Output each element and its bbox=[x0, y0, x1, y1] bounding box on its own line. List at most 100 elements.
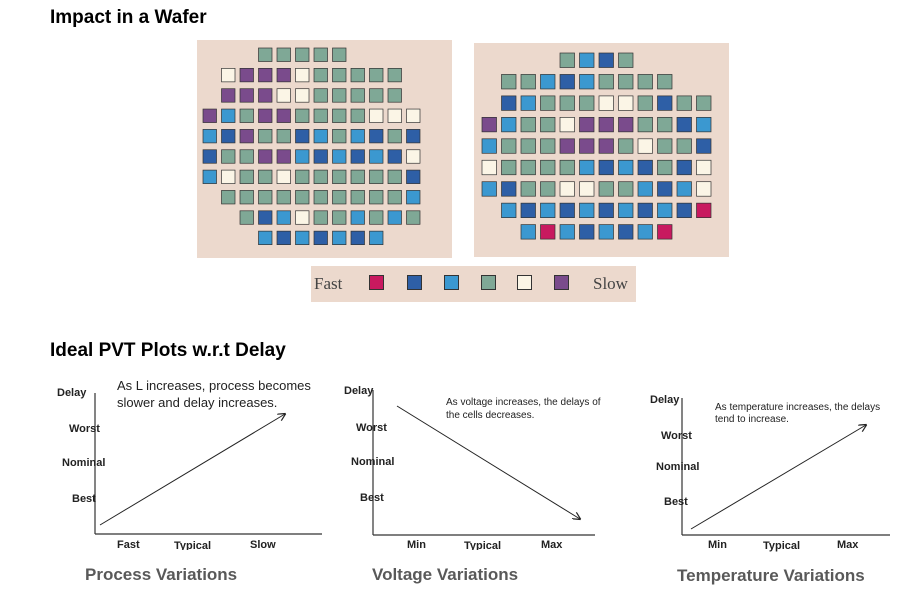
wafer-die bbox=[239, 169, 254, 184]
wafer-die bbox=[350, 169, 365, 184]
wafer-die bbox=[657, 95, 673, 111]
wafer-die bbox=[239, 129, 254, 144]
temperature-x-label-typical: Typical bbox=[763, 540, 800, 552]
wafer-die bbox=[637, 181, 653, 197]
wafer-die bbox=[276, 88, 291, 103]
wafer-die bbox=[540, 224, 556, 240]
wafer-die bbox=[350, 149, 365, 164]
wafer-die bbox=[637, 116, 653, 133]
wafer-die bbox=[258, 190, 273, 205]
wafer-die bbox=[313, 190, 328, 205]
wafer-die bbox=[313, 169, 328, 184]
wafer-die bbox=[520, 138, 536, 154]
wafer-die bbox=[598, 95, 614, 111]
wafer-die bbox=[258, 230, 273, 245]
wafer-die bbox=[559, 52, 575, 68]
wafer-die bbox=[559, 95, 575, 111]
wafer-die bbox=[501, 159, 517, 176]
wafer-die bbox=[520, 74, 536, 90]
legend-slow-label: Slow bbox=[593, 274, 628, 293]
wafer-die bbox=[618, 116, 634, 133]
wafer-left-graphic bbox=[202, 47, 421, 245]
voltage-plot: Delay Worst Nominal Best Min Typical Max bbox=[344, 385, 595, 550]
wafer-die bbox=[295, 108, 310, 123]
wafer-die bbox=[332, 108, 347, 123]
wafer-die bbox=[579, 181, 595, 197]
wafer-die bbox=[618, 224, 634, 240]
wafer-die bbox=[369, 190, 384, 205]
wafer-die bbox=[598, 116, 614, 133]
wafer-map-left bbox=[197, 40, 452, 258]
wafer-die bbox=[520, 116, 536, 133]
legend-swatch-5 bbox=[517, 275, 532, 290]
wafer-die bbox=[313, 108, 328, 123]
wafer-die bbox=[221, 68, 236, 83]
wafer-die bbox=[313, 149, 328, 164]
wafer-die bbox=[696, 116, 712, 133]
wafer-die bbox=[598, 181, 614, 197]
wafer-die bbox=[332, 210, 347, 225]
wafer-die bbox=[239, 210, 254, 225]
wafer-die bbox=[481, 181, 497, 197]
wafer-die bbox=[618, 181, 634, 197]
wafer-die bbox=[350, 230, 365, 245]
wafer-die bbox=[657, 224, 673, 240]
voltage-trend-arrow bbox=[396, 405, 580, 519]
temperature-plot: Delay Worst Nominal Best Min Typical Max bbox=[650, 394, 890, 552]
wafer-die bbox=[239, 108, 254, 123]
wafer-die bbox=[387, 149, 402, 164]
wafer-die bbox=[332, 190, 347, 205]
wafer-die bbox=[295, 230, 310, 245]
wafer-die bbox=[559, 116, 575, 133]
wafer-die bbox=[239, 149, 254, 164]
wafer-die bbox=[350, 210, 365, 225]
wafer-die bbox=[332, 149, 347, 164]
wafer-die bbox=[258, 47, 273, 62]
process-y-label-worst: Worst bbox=[69, 423, 100, 435]
wafer-die bbox=[618, 159, 634, 176]
legend-swatch-1 bbox=[369, 275, 384, 290]
voltage-x-label-min: Min bbox=[407, 539, 426, 550]
wafer-die bbox=[579, 52, 595, 68]
wafer-die bbox=[696, 95, 712, 111]
temperature-x-label-min: Min bbox=[708, 539, 727, 551]
wafer-die bbox=[598, 138, 614, 154]
temperature-y-label-nominal: Nominal bbox=[656, 461, 699, 473]
section-title-wafer: Impact in a Wafer bbox=[50, 7, 207, 28]
wafer-die bbox=[501, 138, 517, 154]
wafer-die bbox=[657, 202, 673, 218]
wafer-die bbox=[618, 202, 634, 218]
wafer-die bbox=[332, 47, 347, 62]
wafer-die bbox=[637, 138, 653, 154]
wafer-die bbox=[696, 181, 712, 197]
wafer-die bbox=[221, 108, 236, 123]
temperature-y-label-worst: Worst bbox=[661, 430, 692, 442]
wafer-die bbox=[406, 169, 421, 184]
process-x-label-slow: Slow bbox=[250, 539, 276, 550]
wafer-die bbox=[276, 68, 291, 83]
wafer-die bbox=[239, 88, 254, 103]
process-trend-arrow bbox=[99, 414, 285, 526]
temperature-y-label-delay: Delay bbox=[650, 394, 680, 406]
wafer-die bbox=[559, 159, 575, 176]
wafer-die bbox=[295, 88, 310, 103]
wafer-die bbox=[481, 159, 497, 176]
wafer-die bbox=[221, 88, 236, 103]
wafer-die bbox=[369, 149, 384, 164]
wafer-right-graphic bbox=[481, 52, 712, 240]
wafer-map-right bbox=[474, 43, 729, 257]
wafer-die bbox=[559, 181, 575, 197]
wafer-die bbox=[579, 116, 595, 133]
wafer-die bbox=[540, 95, 556, 111]
wafer-die bbox=[387, 129, 402, 144]
wafer-die bbox=[676, 95, 692, 111]
process-note: As L increases, process becomes slower a… bbox=[117, 378, 311, 410]
wafer-die bbox=[579, 159, 595, 176]
wafer-die bbox=[598, 224, 614, 240]
wafer-die bbox=[202, 149, 217, 164]
wafer-die bbox=[369, 68, 384, 83]
wafer-die bbox=[221, 149, 236, 164]
wafer-die bbox=[221, 169, 236, 184]
temperature-note: As temperature increases, the delays ten… bbox=[715, 402, 881, 425]
wafer-die bbox=[637, 159, 653, 176]
